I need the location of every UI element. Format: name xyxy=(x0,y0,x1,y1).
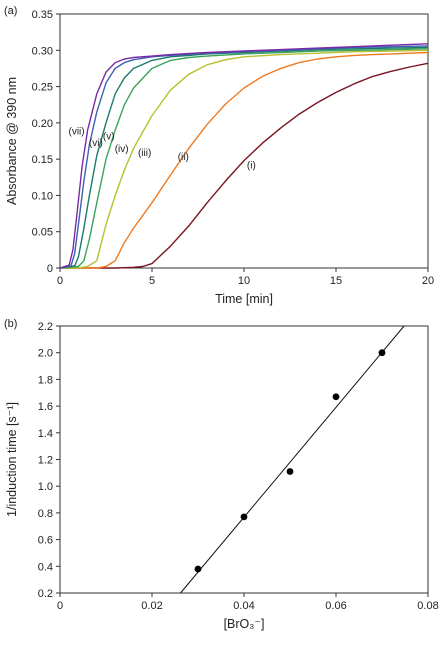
y-tick-label: 2.0 xyxy=(38,348,53,360)
x-tick-label: 0 xyxy=(57,275,63,287)
x-tick-label: 15 xyxy=(330,275,342,287)
curve-label: (vii) xyxy=(69,126,85,137)
y-tick-label: 2.2 xyxy=(38,321,53,333)
y-tick-label: 0 xyxy=(47,263,53,275)
y-tick-label: 1.0 xyxy=(38,481,53,493)
fit-line xyxy=(180,325,405,594)
x-tick-label: 0.04 xyxy=(233,600,254,612)
series-line-4 xyxy=(59,48,429,269)
x-tick-label: 0.06 xyxy=(325,600,346,612)
y-tick-label: 0.4 xyxy=(38,561,53,573)
data-point xyxy=(286,468,294,475)
data-point xyxy=(240,513,248,521)
x-tick-label: 0.02 xyxy=(141,600,162,612)
series-line-2 xyxy=(60,51,429,269)
panel-b-label: (b) xyxy=(4,318,17,330)
x-tick-label: 20 xyxy=(422,275,434,287)
data-point xyxy=(194,565,202,573)
panel-a-chart: 0 5 10 15 20 0 0.05 0.10 0.15 0.20 0.25 0.30 0.35 Tim… xyxy=(5,9,434,306)
x-tick-label: 10 xyxy=(238,275,250,287)
y-tick-label: 0.2 xyxy=(38,588,53,600)
curve-label: (i) xyxy=(247,161,256,172)
curve-label: (v) xyxy=(103,132,115,143)
data-point xyxy=(378,349,386,357)
y-tick-label: 1.4 xyxy=(38,428,53,440)
y-tick-label: 0.25 xyxy=(32,82,53,94)
curve-label: (iv) xyxy=(115,144,129,155)
x-tick-label: 0.08 xyxy=(417,600,438,612)
series-line-5 xyxy=(59,46,429,269)
x-axis-label: Time [min] xyxy=(215,292,273,306)
y-tick-label: 0.6 xyxy=(38,535,53,547)
curve-label: (vi) xyxy=(89,138,103,149)
series-line-3 xyxy=(60,49,429,269)
y-tick-label: 1.8 xyxy=(38,374,53,386)
y-tick-label: 0.30 xyxy=(32,45,53,57)
y-tick-label: 1.2 xyxy=(38,455,53,467)
x-tick-label: 0 xyxy=(57,600,63,612)
panel-b-chart: 0 0.02 0.04 0.06 0.08 0.2 0.4 0.6 0.8 1.0 1.2 1.4 1.… xyxy=(5,321,439,631)
y-tick-label: 1.6 xyxy=(38,401,53,413)
curve-label: (ii) xyxy=(178,152,189,163)
panel-a-label: (a) xyxy=(4,5,17,17)
series-line-6 xyxy=(59,45,429,269)
y-tick-label: 0.20 xyxy=(32,118,53,130)
series-line-7 xyxy=(59,43,429,269)
x-axis-label: [BrO₃⁻] xyxy=(224,617,265,631)
plot-frame xyxy=(59,325,429,594)
y-axis-label: Absorbance @ 390 nm xyxy=(5,77,19,205)
curve-label: (iii) xyxy=(138,148,151,159)
y-tick-label: 0.05 xyxy=(32,227,53,239)
data-point xyxy=(332,393,340,401)
x-tick-label: 5 xyxy=(149,275,155,287)
y-tick-label: 0.8 xyxy=(38,508,53,520)
y-tick-label: 0.35 xyxy=(32,9,53,21)
y-tick-label: 0.15 xyxy=(32,154,53,166)
series-line-1 xyxy=(60,62,429,269)
y-tick-label: 0.10 xyxy=(32,190,53,202)
y-axis-label: 1/induction time [s⁻¹] xyxy=(5,402,19,517)
